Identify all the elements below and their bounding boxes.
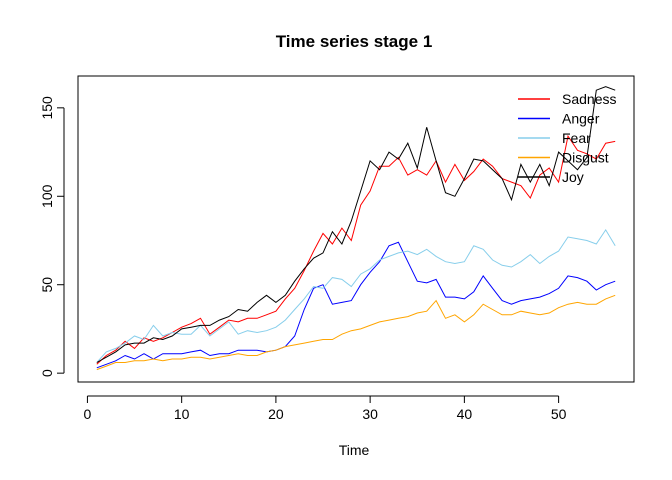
series-line-sadness [96,134,616,365]
series-line-fear [96,228,616,363]
x-tick-label: 0 [84,406,92,422]
plot-frame [77,75,635,383]
x-tick-label: 50 [551,406,567,422]
y-axis: 0 50 100 150 [39,96,65,377]
series-lines [96,86,616,371]
y-tick-label: 150 [39,96,55,120]
series-line-anger [96,241,616,369]
x-tick-label: 10 [174,406,190,422]
y-tick-label: 0 [39,369,55,377]
x-axis-label: Time [339,442,370,458]
y-tick-label: 50 [39,277,55,293]
legend-label-joy: Joy [562,169,584,185]
series-line-disgust [96,294,616,371]
legend-label-fear: Fear [562,130,591,146]
y-tick-label: 100 [39,184,55,208]
series-line-joy [96,86,616,363]
legend-label-disgust: Disgust [562,150,609,166]
chart-title: Time series stage 1 [276,32,433,51]
legend: Sadness Anger Fear Disgust Joy [518,91,616,185]
x-tick-label: 40 [457,406,473,422]
legend-label-sadness: Sadness [562,91,616,107]
x-tick-label: 20 [268,406,284,422]
legend-label-anger: Anger [562,111,600,127]
x-tick-label: 30 [362,406,378,422]
x-axis: 0 10 20 30 40 50 [84,395,567,422]
